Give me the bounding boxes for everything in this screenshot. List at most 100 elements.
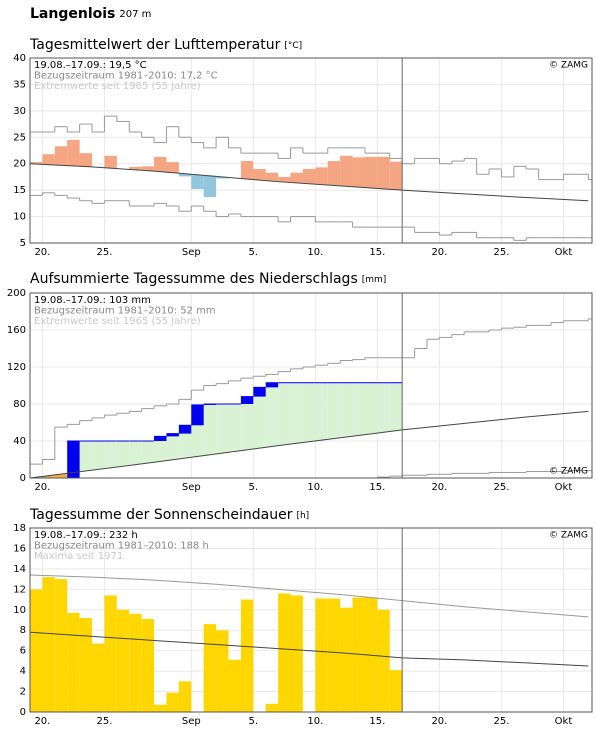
copyright: © ZAMG [549, 467, 588, 477]
bar [241, 600, 253, 712]
surplus-area [266, 383, 278, 448]
x-tick-label: Sep [182, 716, 201, 727]
x-tick-label: 5. [249, 482, 259, 493]
surplus-area [241, 397, 253, 451]
bar [142, 619, 154, 712]
y-tick-label: 18 [13, 523, 26, 534]
y-tick-label: 35 [13, 79, 26, 90]
y-tick-label: 40 [13, 53, 26, 64]
bar [117, 610, 129, 712]
surplus-area [92, 441, 104, 470]
elevation: 207 m [119, 9, 151, 20]
temperature-bar [80, 153, 92, 166]
y-tick-label: 16 [13, 543, 26, 554]
bar [340, 608, 352, 712]
bar [278, 593, 290, 712]
bar [30, 589, 42, 712]
y-tick-label: 200 [7, 288, 26, 299]
annotation: Bezugszeitraum 1981–2010: 17,2 °C [34, 71, 218, 82]
y-tick-label: 15 [13, 185, 26, 196]
surplus-area [315, 383, 327, 441]
temperature-bar [67, 140, 79, 166]
bar [291, 595, 303, 712]
x-tick-label: 15. [369, 482, 385, 493]
temperature-bar [315, 167, 327, 184]
temperature-bar [204, 176, 216, 197]
bar [228, 660, 240, 712]
temperature-bar [55, 146, 67, 165]
annotation: 19.08.–17.09.: 19,5 °C [34, 60, 147, 71]
x-tick-label: Sep [182, 482, 201, 493]
surplus-area [80, 441, 92, 472]
y-tick-label: 30 [13, 106, 26, 117]
bar [55, 579, 67, 712]
bar [154, 705, 166, 712]
x-tick-label: 10. [307, 482, 323, 493]
x-tick-label: 25. [96, 247, 112, 258]
temperature-bar [42, 154, 54, 164]
copyright: © ZAMG [549, 61, 588, 71]
annotation: Extremwerte seit 1965 (55 Jahre) [34, 81, 201, 92]
surplus-area [340, 383, 352, 438]
bar [216, 630, 228, 712]
surplus-area [353, 383, 365, 436]
x-tick-label: 15. [369, 247, 385, 258]
x-tick-label: 20. [34, 482, 50, 493]
y-tick-label: 25 [13, 132, 26, 143]
x-tick-label: 25. [493, 716, 509, 727]
x-tick-label: 20. [34, 716, 50, 727]
y-tick-label: 10 [13, 212, 26, 223]
copyright: © ZAMG [549, 531, 588, 541]
surplus-area [303, 383, 315, 443]
surplus-area [291, 383, 303, 444]
y-tick-label: 14 [13, 564, 26, 575]
annotation: Maxima seit 1971 [34, 551, 123, 562]
bar [42, 577, 54, 712]
surplus-area [328, 383, 340, 440]
daily-increment [241, 397, 253, 404]
x-tick-label: 20. [431, 482, 447, 493]
x-tick-label: 25. [493, 247, 509, 258]
bar [315, 599, 327, 712]
panel-title: Tagessumme der Sonnenscheindauer[h] [29, 507, 309, 523]
bar [166, 693, 178, 712]
title-text: Tagesmittelwert der Lufttemperatur [29, 37, 281, 53]
x-tick-label: 5. [249, 247, 259, 258]
x-tick-label: 10. [307, 716, 323, 727]
surplus-area [365, 383, 377, 435]
x-tick-label: Okt [555, 716, 573, 727]
temperature-bar [253, 169, 265, 180]
y-tick-label: 160 [7, 325, 26, 336]
y-tick-label: 120 [7, 362, 26, 373]
temperature-bar [191, 175, 203, 189]
annotation: Extremwerte seit 1965 (55 Jahre) [34, 316, 201, 327]
bar [67, 613, 79, 712]
panel-title: Aufsummierte Tagessumme des Niederschlag… [30, 271, 386, 287]
surplus-area [117, 441, 129, 467]
bar [266, 704, 278, 712]
x-tick-label: 20. [34, 247, 50, 258]
bar [104, 595, 116, 712]
surplus-area [228, 404, 240, 452]
title-text: Aufsummierte Tagessumme des Niederschlag… [30, 271, 358, 287]
x-tick-label: Sep [182, 247, 201, 258]
x-tick-label: Okt [555, 482, 573, 493]
temperature-bar [303, 169, 315, 184]
annotation: 19.08.–17.09.: 232 h [34, 530, 138, 541]
temperature-bar [166, 162, 178, 173]
daily-increment [266, 383, 278, 388]
temperature-bar [390, 162, 402, 190]
bar [377, 610, 389, 712]
surplus-area [104, 441, 116, 469]
surplus-area [129, 441, 141, 465]
panel-title: Tagesmittelwert der Lufttemperatur[°C] [29, 37, 302, 53]
annotation: 19.08.–17.09.: 103 mm [34, 295, 151, 306]
x-tick-label: 10. [307, 247, 323, 258]
x-tick-label: 5. [249, 716, 259, 727]
bar [80, 618, 92, 712]
temperature-bar [328, 161, 340, 185]
temperature-bar [241, 161, 253, 179]
bar [179, 681, 191, 712]
title-text: Tagessumme der Sonnenscheindauer [29, 507, 293, 523]
